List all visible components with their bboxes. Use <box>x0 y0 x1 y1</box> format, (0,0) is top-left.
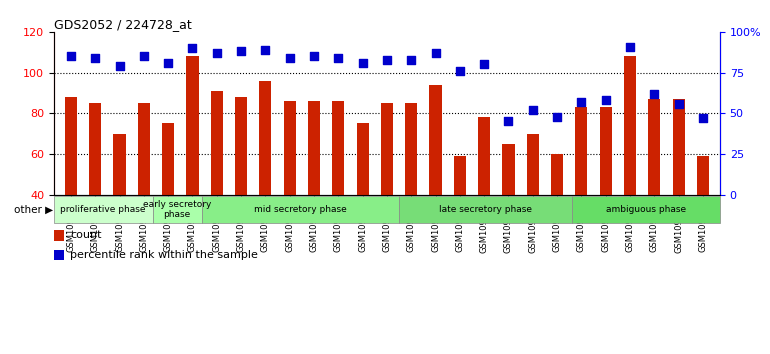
Point <box>454 68 466 74</box>
Bar <box>283 101 296 195</box>
Bar <box>551 154 563 195</box>
Bar <box>89 103 102 195</box>
Point <box>89 55 102 61</box>
Point <box>65 53 77 59</box>
Bar <box>308 101 320 195</box>
Point <box>211 50 223 56</box>
Point <box>308 53 320 59</box>
Bar <box>113 133 126 195</box>
Text: ambiguous phase: ambiguous phase <box>606 205 686 214</box>
Point <box>575 99 588 105</box>
Point <box>551 114 563 119</box>
Point <box>283 55 296 61</box>
Bar <box>400 196 572 223</box>
Point <box>113 63 126 69</box>
Point <box>138 53 150 59</box>
Point <box>332 55 344 61</box>
Point <box>478 62 490 67</box>
Bar <box>502 144 514 195</box>
Text: proliferative phase: proliferative phase <box>61 205 146 214</box>
Point <box>381 57 393 62</box>
Point <box>405 57 417 62</box>
Text: mid secretory phase: mid secretory phase <box>254 205 347 214</box>
Bar <box>65 97 77 195</box>
Point <box>697 115 709 121</box>
Point <box>624 44 636 49</box>
Bar <box>527 133 539 195</box>
Bar <box>430 85 442 195</box>
Text: late secretory phase: late secretory phase <box>439 205 532 214</box>
Point <box>430 50 442 56</box>
Bar <box>672 99 685 195</box>
Point <box>259 47 272 53</box>
Bar <box>357 124 369 195</box>
Point <box>672 101 685 106</box>
Bar <box>575 107 588 195</box>
Bar <box>624 56 636 195</box>
Bar <box>454 156 466 195</box>
Bar <box>259 81 272 195</box>
Point <box>186 45 199 51</box>
Point <box>502 119 514 124</box>
Bar <box>186 56 199 195</box>
Text: early secretory
phase: early secretory phase <box>143 200 212 219</box>
Bar <box>211 91 223 195</box>
Bar <box>600 107 612 195</box>
Text: other ▶: other ▶ <box>14 205 53 215</box>
Text: GDS2052 / 224728_at: GDS2052 / 224728_at <box>54 18 192 31</box>
Point <box>357 60 369 65</box>
Bar <box>572 196 720 223</box>
Text: percentile rank within the sample: percentile rank within the sample <box>70 250 258 260</box>
Bar <box>648 99 661 195</box>
Point <box>162 60 174 65</box>
Bar <box>332 101 344 195</box>
Bar <box>138 103 150 195</box>
Bar <box>697 156 709 195</box>
Bar <box>202 196 400 223</box>
Bar <box>405 103 417 195</box>
Bar <box>54 196 152 223</box>
Point <box>527 107 539 113</box>
Point <box>600 97 612 103</box>
Text: count: count <box>70 230 102 240</box>
Point <box>235 48 247 54</box>
Bar <box>152 196 202 223</box>
Bar <box>478 118 490 195</box>
Point <box>648 91 661 97</box>
Bar <box>162 124 174 195</box>
Bar <box>381 103 393 195</box>
Bar <box>235 97 247 195</box>
